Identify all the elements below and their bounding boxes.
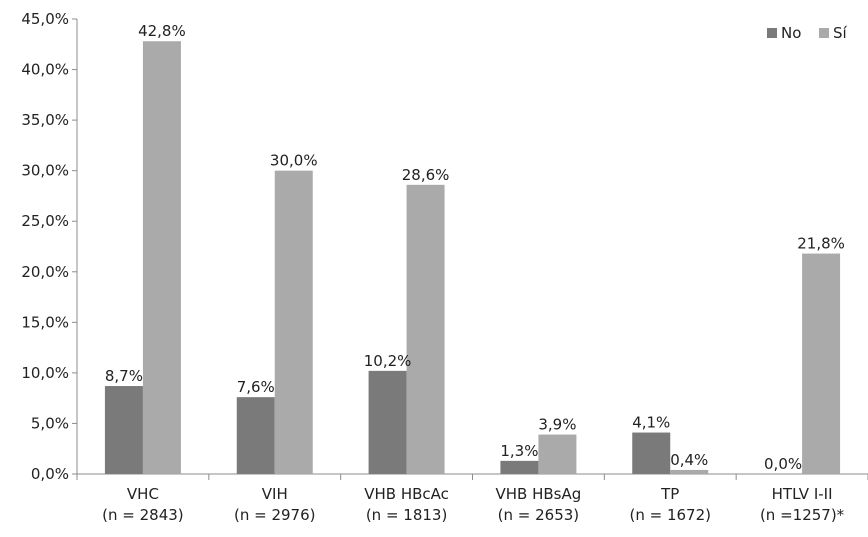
bar-no-4 — [632, 432, 671, 474]
chart-category-labels: VHC (n = 2843) VIH (n = 2976) VHB HBcAc (n = … — [102, 485, 845, 524]
y-tick-label: 25,0% — [21, 212, 69, 230]
legend-swatch — [767, 28, 777, 38]
bar-s-2 — [406, 184, 445, 475]
data-label: 0,0% — [764, 455, 802, 473]
chart-legend: No Sí — [767, 24, 848, 42]
chart-bars — [104, 41, 841, 475]
bar-no-2 — [368, 370, 407, 474]
data-label: 10,2% — [364, 352, 412, 370]
y-tick-label: 40,0% — [21, 61, 69, 79]
y-tick-label: 20,0% — [21, 263, 69, 281]
bar-s-5 — [802, 253, 841, 474]
y-tick-label: 5,0% — [31, 414, 69, 432]
legend-swatch — [819, 28, 829, 38]
data-label: 30,0% — [270, 152, 318, 170]
chart-data-labels: 8,7% 42,8% 7,6% 30,0% 10,2% 28,6% 1,3%3,9% 4,1%… — [105, 22, 845, 473]
bar-s-4 — [670, 469, 709, 474]
bar-no-0 — [104, 386, 143, 474]
legend-label: Sí — [833, 24, 848, 42]
y-tick-label: 15,0% — [21, 313, 69, 331]
bar-s-0 — [142, 41, 181, 474]
category-label: VHB HBcAc — [364, 485, 449, 503]
bar-s-1 — [274, 170, 313, 474]
category-sublabel: (n = 2976) — [234, 506, 316, 524]
bar-no-3 — [500, 460, 539, 474]
data-label: 0,4% — [670, 451, 708, 469]
y-tick-label: 10,0% — [21, 364, 69, 382]
bar-no-1 — [236, 397, 275, 474]
data-label: 21,8% — [797, 235, 845, 253]
data-label: 8,7% — [105, 367, 143, 385]
data-label: 7,6% — [237, 378, 275, 396]
y-tick-label: 35,0% — [21, 111, 69, 129]
data-label: 4,1% — [632, 414, 670, 432]
category-sublabel: (n = 1672) — [630, 506, 712, 524]
category-label: VHC — [127, 485, 159, 503]
category-label: VHB HBsAg — [496, 485, 582, 503]
category-sublabel: (n = 1813) — [366, 506, 448, 524]
data-label: 28,6% — [402, 166, 450, 184]
data-label: 3,9% — [538, 416, 576, 434]
y-tick-label: 45,0% — [21, 10, 69, 28]
category-label: VIH — [262, 485, 288, 503]
bar-s-3 — [538, 434, 577, 474]
category-label: TP — [660, 485, 679, 503]
category-label: HTLV I-II — [772, 485, 833, 503]
y-tick-label: 30,0% — [21, 162, 69, 180]
category-sublabel: (n = 2843) — [102, 506, 184, 524]
category-sublabel: (n =1257)* — [760, 506, 845, 524]
y-tick-label: 0,0% — [31, 465, 69, 483]
data-label: 42,8% — [138, 22, 186, 40]
data-label: 1,3% — [500, 442, 538, 460]
legend-label: No — [781, 24, 801, 42]
category-sublabel: (n = 2653) — [498, 506, 580, 524]
chart-axes: 0,0% 5,0% 10,0% 15,0% 20,0% 25,0% 30,0% 35,0% 40… — [21, 10, 868, 483]
